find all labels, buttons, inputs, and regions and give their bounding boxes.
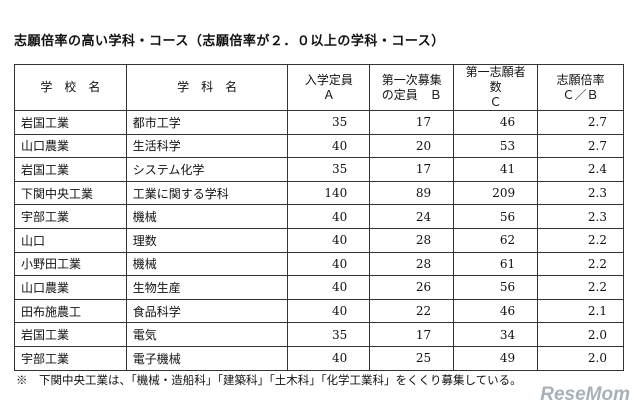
cell-subject: 電子機械 — [125, 345, 289, 371]
cell-first-quota: 28 — [369, 251, 455, 277]
cell-first-quota: 25 — [369, 345, 455, 371]
cell-school: 山口農業 — [14, 133, 127, 159]
cell-subject: 生活科学 — [125, 133, 289, 159]
cell-applicants: 49 — [453, 345, 539, 371]
cell-school: 田布施農工 — [14, 298, 127, 324]
cell-subject: 工業に関する学科 — [125, 180, 289, 206]
table-row: 田布施農工 食品科学 40 22 46 2.1 — [14, 298, 624, 324]
cell-capacity: 40 — [287, 133, 371, 159]
cell-applicants: 34 — [453, 322, 539, 347]
cell-capacity: 40 — [287, 204, 371, 229]
cell-school: 山口 — [14, 227, 127, 253]
cell-first-quota: 26 — [369, 275, 455, 300]
cell-first-quota: 17 — [369, 322, 455, 347]
cell-capacity: 40 — [287, 345, 371, 371]
cell-first-quota: 89 — [369, 180, 455, 206]
table-header-row: 学 校 名 学 科 名 入学定員 Ａ 第一次募集 の定員 Ｂ 第一志願者数 Ｃ 志願倍… — [14, 64, 624, 111]
resemom-logo: ReseMom — [540, 384, 630, 405]
header-capacity: 入学定員 Ａ — [287, 64, 371, 111]
cell-school: 岩国工業 — [14, 322, 127, 347]
cell-capacity: 40 — [287, 251, 371, 277]
cell-capacity: 35 — [287, 110, 371, 135]
cell-ratio: 2.2 — [537, 227, 624, 253]
table-body: 岩国工業 都市工学 35 17 46 2.7 山口農業 生活科学 40 20 53 2.7 岩国工業 シス… — [14, 110, 624, 371]
cell-ratio: 2.2 — [537, 275, 624, 300]
cell-school: 宇部工業 — [14, 345, 127, 371]
cell-applicants: 56 — [453, 204, 539, 229]
cell-ratio: 2.3 — [537, 204, 624, 229]
header-ratio: 志願倍率 Ｃ／Ｂ — [537, 64, 624, 111]
cell-ratio: 2.2 — [537, 251, 624, 277]
cell-applicants: 61 — [453, 251, 539, 277]
table-row: 山口農業 生活科学 40 20 53 2.7 — [14, 133, 624, 159]
cell-applicants: 62 — [453, 227, 539, 253]
cell-subject: 食品科学 — [125, 298, 289, 324]
cell-ratio: 2.0 — [537, 322, 624, 347]
ratio-table: 学 校 名 学 科 名 入学定員 Ａ 第一次募集 の定員 Ｂ 第一志願者数 Ｃ 志願倍… — [14, 64, 624, 371]
cell-first-quota: 22 — [369, 298, 455, 324]
cell-ratio: 2.3 — [537, 180, 624, 206]
cell-first-quota: 24 — [369, 204, 455, 229]
table-row: 宇部工業 機械 40 24 56 2.3 — [14, 204, 624, 229]
table-row: 山口農業 生物生産 40 26 56 2.2 — [14, 275, 624, 300]
cell-subject: 都市工学 — [125, 110, 289, 135]
table-row: 山口 理数 40 28 62 2.2 — [14, 227, 624, 253]
cell-first-quota: 17 — [369, 110, 455, 135]
cell-applicants: 53 — [453, 133, 539, 159]
header-subject: 学 科 名 — [125, 64, 289, 111]
cell-ratio: 2.0 — [537, 345, 624, 371]
cell-ratio: 2.4 — [537, 157, 624, 182]
cell-applicants: 46 — [453, 298, 539, 324]
header-first-quota: 第一次募集 の定員 Ｂ — [369, 64, 455, 111]
cell-subject: 理数 — [125, 227, 289, 253]
cell-capacity: 40 — [287, 298, 371, 324]
cell-ratio: 2.1 — [537, 298, 624, 324]
header-school: 学 校 名 — [14, 64, 127, 111]
cell-ratio: 2.7 — [537, 133, 624, 159]
cell-capacity: 40 — [287, 227, 371, 253]
cell-applicants: 41 — [453, 157, 539, 182]
cell-applicants: 46 — [453, 110, 539, 135]
cell-subject: 生物生産 — [125, 275, 289, 300]
footnote: ※ 下関中央工業は、「機械・造船科」「建築科」「土木科」「化学工業科」をくくり募… — [16, 373, 522, 387]
header-applicants: 第一志願者数 Ｃ — [453, 64, 539, 111]
cell-subject: システム化学 — [125, 157, 289, 182]
cell-first-quota: 20 — [369, 133, 455, 159]
table-row: 岩国工業 システム化学 35 17 41 2.4 — [14, 157, 624, 182]
cell-school: 岩国工業 — [14, 110, 127, 135]
cell-subject: 機械 — [125, 204, 289, 229]
cell-subject: 機械 — [125, 251, 289, 277]
cell-school: 下関中央工業 — [14, 180, 127, 206]
table-row: 岩国工業 都市工学 35 17 46 2.7 — [14, 110, 624, 135]
table-row: 下関中央工業 工業に関する学科 140 89 209 2.3 — [14, 180, 624, 206]
cell-capacity: 40 — [287, 275, 371, 300]
table-row: 岩国工業 電気 35 17 34 2.0 — [14, 322, 624, 347]
cell-subject: 電気 — [125, 322, 289, 347]
cell-applicants: 56 — [453, 275, 539, 300]
cell-capacity: 35 — [287, 322, 371, 347]
cell-school: 小野田工業 — [14, 251, 127, 277]
cell-ratio: 2.7 — [537, 110, 624, 135]
page-title: 志願倍率の高い学科・コース（志願倍率が２．０以上の学科・コース） — [14, 34, 445, 49]
cell-school: 宇部工業 — [14, 204, 127, 229]
cell-capacity: 35 — [287, 157, 371, 182]
cell-capacity: 140 — [287, 180, 371, 206]
cell-first-quota: 17 — [369, 157, 455, 182]
cell-school: 岩国工業 — [14, 157, 127, 182]
table-row: 小野田工業 機械 40 28 61 2.2 — [14, 251, 624, 277]
cell-first-quota: 28 — [369, 227, 455, 253]
cell-applicants: 209 — [453, 180, 539, 206]
cell-school: 山口農業 — [14, 275, 127, 300]
table-row: 宇部工業 電子機械 40 25 49 2.0 — [14, 345, 624, 371]
